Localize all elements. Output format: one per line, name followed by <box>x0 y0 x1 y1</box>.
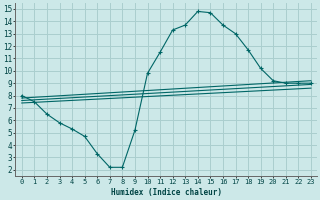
X-axis label: Humidex (Indice chaleur): Humidex (Indice chaleur) <box>111 188 222 197</box>
